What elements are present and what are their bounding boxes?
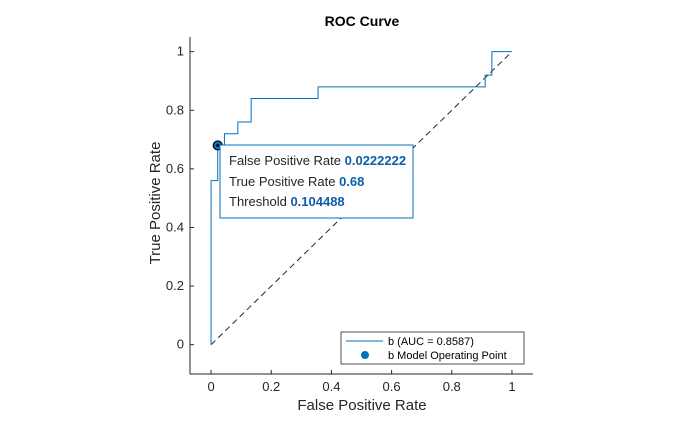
legend-marker-swatch [361,351,369,359]
data-tip-label-threshold: Threshold [229,194,287,209]
roc-curve-line [210,51,512,345]
data-tip-box [219,144,414,219]
legend-box [340,331,525,365]
y-tick-label: 0.8 [166,102,184,117]
x-tick-label: 0 [207,379,214,394]
data-tip-row-threshold: Threshold 0.104488 [229,194,345,209]
x-tick-label: 0.2 [262,379,280,394]
chart-title: ROC Curve [325,13,400,29]
y-tick-label: 1 [177,44,184,59]
data-tip-label-tpr: True Positive Rate [229,174,335,189]
x-axis-title: False Positive Rate [297,397,426,414]
legend: b (AUC = 0.8587) b Model Operating Point [340,331,525,365]
x-tick-label: 0.8 [443,379,461,394]
data-tip-value-threshold: 0.104488 [290,194,344,209]
x-tick-label: 1 [508,379,515,394]
y-tick-label: 0.4 [166,219,184,234]
y-axis-title: True Positive Rate [147,142,164,265]
data-tip-row-tpr: True Positive Rate 0.68 [229,174,364,189]
y-tick-label: 0.6 [166,161,184,176]
data-tip-row-fpr: False Positive Rate 0.0222222 [229,153,406,168]
x-tick-label: 0.6 [383,379,401,394]
data-tip-label-fpr: False Positive Rate [229,153,341,168]
legend-entry-operating-point: b Model Operating Point [388,350,507,362]
y-tick-label: 0 [177,337,184,352]
legend-entry-curve: b (AUC = 0.8587) [388,336,474,348]
axes: 0 0.2 0.4 0.6 0.8 1 0 0.2 0.4 0.6 0.8 1 [166,37,533,394]
data-tip-cursor-dot [216,143,220,147]
x-tick-label: 0.4 [322,379,340,394]
data-tip: False Positive Rate 0.0222222 True Posit… [219,144,414,219]
data-tip-value-tpr: 0.68 [339,174,364,189]
y-tick-label: 0.2 [166,278,184,293]
data-tip-value-fpr: 0.0222222 [345,153,406,168]
